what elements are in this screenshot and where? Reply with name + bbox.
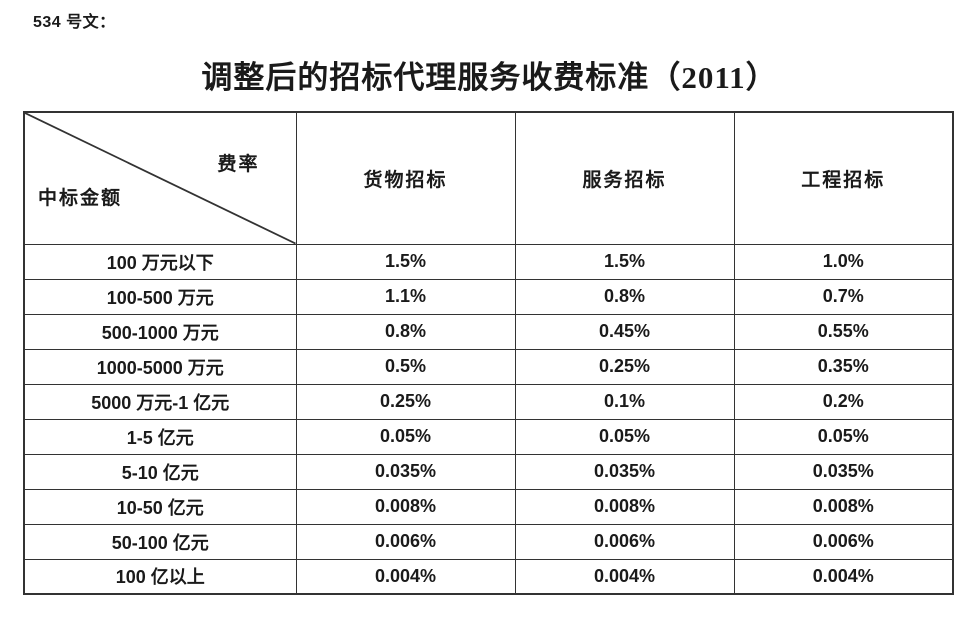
rate-value-cell: 0.006% [733, 523, 954, 560]
table-row: 500-1000 万元 0.8% 0.45% 0.55% [23, 313, 954, 350]
amount-range-cell: 500-1000 万元 [23, 313, 297, 350]
rate-value-cell: 0.006% [514, 523, 735, 560]
rate-value-cell: 0.035% [733, 453, 954, 490]
rate-value-cell: 0.8% [295, 313, 516, 350]
amount-range-cell: 5000 万元-1 亿元 [23, 383, 297, 420]
rate-value-cell: 1.0% [733, 243, 954, 280]
diagonal-divider-line [25, 113, 295, 243]
rate-value-cell: 0.25% [514, 348, 735, 385]
fee-table-body: 100 万元以下 1.5% 1.5% 1.0% 100-500 万元 1.1% 0.8% 0.… [23, 243, 954, 595]
rate-value-cell: 0.008% [514, 488, 735, 525]
rate-value-cell: 0.45% [514, 313, 735, 350]
page-title: 调整后的招标代理服务收费标准（2011） [201, 60, 778, 95]
table-row: 50-100 亿元 0.006% 0.006% 0.006% [23, 523, 954, 560]
corner-label-amount: 中标金额 [38, 188, 123, 209]
rate-value-cell: 1.5% [514, 243, 735, 280]
rate-value-cell: 0.7% [733, 278, 954, 315]
rate-value-cell: 0.004% [295, 558, 516, 595]
table-row: 1-5 亿元 0.05% 0.05% 0.05% [23, 418, 954, 455]
amount-range-cell: 100 万元以下 [23, 243, 297, 280]
corner-header-cell: 费率 中标金额 [23, 111, 297, 245]
rate-value-cell: 0.05% [295, 418, 516, 455]
rate-value-cell: 0.004% [733, 558, 954, 595]
amount-range-cell: 1000-5000 万元 [23, 348, 297, 385]
column-header-goods: 货物招标 [295, 111, 516, 245]
rate-value-cell: 0.8% [514, 278, 735, 315]
table-row: 5000 万元-1 亿元 0.25% 0.1% 0.2% [23, 383, 954, 420]
table-row: 100 亿以上 0.004% 0.004% 0.004% [23, 558, 954, 595]
amount-range-cell: 5-10 亿元 [23, 453, 297, 490]
rate-value-cell: 0.006% [295, 523, 516, 560]
column-header-service: 服务招标 [514, 111, 735, 245]
table-row: 5-10 亿元 0.035% 0.035% 0.035% [23, 453, 954, 490]
fee-standard-table: 费率 中标金额 货物招标 服务招标 工程招标 100 万元以下 1.5% 1.5% 1… [23, 111, 954, 595]
rate-value-cell: 0.008% [295, 488, 516, 525]
rate-value-cell: 1.5% [295, 243, 516, 280]
rate-value-cell: 0.05% [514, 418, 735, 455]
rate-value-cell: 0.5% [295, 348, 516, 385]
amount-range-cell: 100 亿以上 [23, 558, 297, 595]
table-row: 10-50 亿元 0.008% 0.008% 0.008% [23, 488, 954, 525]
header-row: 费率 中标金额 货物招标 服务招标 工程招标 [23, 111, 954, 245]
amount-range-cell: 50-100 亿元 [23, 523, 297, 560]
column-header-engineering: 工程招标 [733, 111, 954, 245]
amount-range-cell: 10-50 亿元 [23, 488, 297, 525]
doc-number-label: 534 号文： [33, 14, 116, 31]
rate-value-cell: 0.25% [295, 383, 516, 420]
rate-value-cell: 0.1% [514, 383, 735, 420]
rate-value-cell: 0.004% [514, 558, 735, 595]
rate-value-cell: 0.008% [733, 488, 954, 525]
rate-value-cell: 0.035% [514, 453, 735, 490]
rate-value-cell: 1.1% [295, 278, 516, 315]
table-row: 100-500 万元 1.1% 0.8% 0.7% [23, 278, 954, 315]
rate-value-cell: 0.55% [733, 313, 954, 350]
rate-value-cell: 0.035% [295, 453, 516, 490]
amount-range-cell: 100-500 万元 [23, 278, 297, 315]
rate-value-cell: 0.05% [733, 418, 954, 455]
table-row: 100 万元以下 1.5% 1.5% 1.0% [23, 243, 954, 280]
amount-range-cell: 1-5 亿元 [23, 418, 297, 455]
rate-value-cell: 0.35% [733, 348, 954, 385]
rate-value-cell: 0.2% [733, 383, 954, 420]
corner-label-rate: 费率 [217, 154, 260, 175]
table-row: 1000-5000 万元 0.5% 0.25% 0.35% [23, 348, 954, 385]
